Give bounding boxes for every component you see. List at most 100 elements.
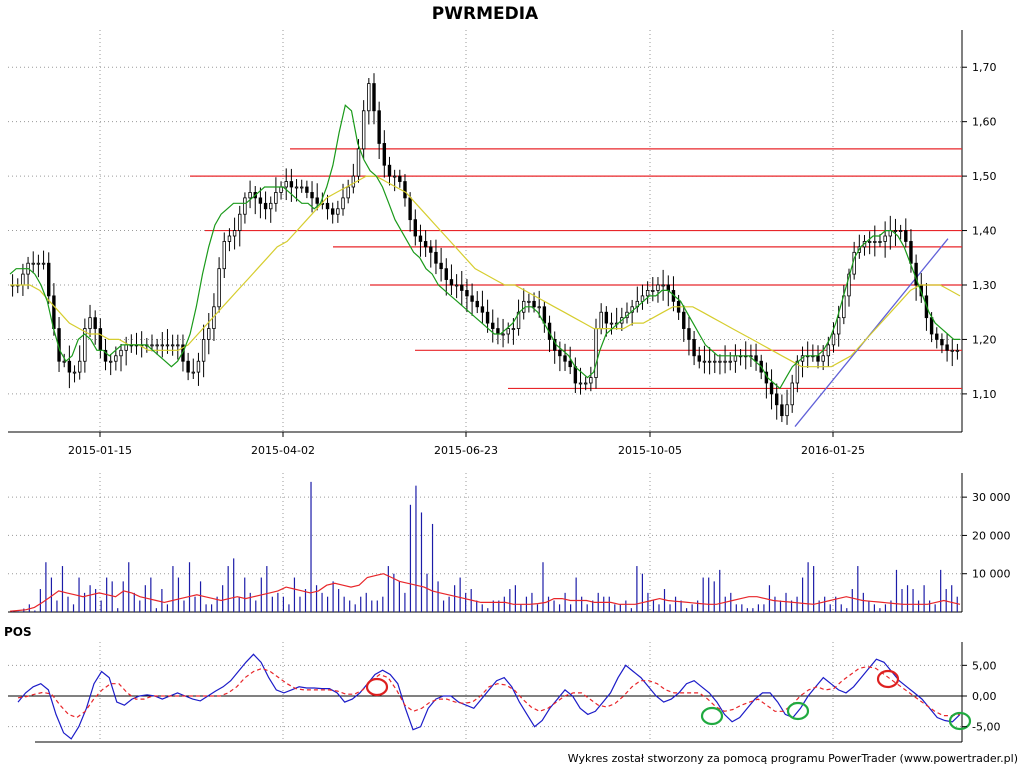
candle-body (238, 213, 242, 231)
candle-body (103, 349, 108, 362)
candle-body (480, 306, 485, 313)
candle-body (594, 328, 598, 378)
candle-body (454, 284, 459, 287)
candle-body (305, 186, 309, 193)
candle-body (873, 241, 877, 243)
candle-body (506, 328, 510, 335)
pos-lines (17, 653, 972, 740)
candle-body (176, 344, 180, 347)
candle-body (940, 339, 944, 346)
y-tick-label: 1,70 (972, 61, 997, 74)
candle-body (929, 317, 934, 335)
pos-panel-grid (8, 642, 963, 743)
candle-body (444, 268, 448, 280)
candle-body (150, 344, 154, 347)
candle-body (491, 322, 495, 329)
candle-body (248, 192, 252, 199)
x-tick-label: 2015-06-23 (434, 444, 498, 457)
candle-body (367, 83, 371, 112)
candle-body (883, 235, 887, 242)
candle-body (114, 355, 118, 362)
candle-body (661, 284, 665, 287)
footer-credit: Wykres został stworzony za pomocą progra… (568, 752, 1018, 765)
x-tick-label: 2015-10-05 (618, 444, 682, 457)
candle-body (790, 382, 794, 406)
sell-signal-marker (876, 669, 900, 689)
candle-body (682, 311, 686, 329)
candle-body (403, 181, 407, 199)
candle-body (284, 181, 288, 188)
candle-body (527, 300, 531, 303)
price-axis: 1,70 1,60 1,50 1,40 1,30 1,20 1,10 2015-01-15 20… (68, 61, 996, 457)
candle-body (589, 377, 593, 384)
candle-body (232, 230, 237, 237)
candle-body (429, 246, 433, 253)
candle-body (645, 290, 650, 297)
candle-body (361, 110, 366, 150)
candle-body (583, 382, 588, 385)
candle-body (893, 230, 898, 232)
candle-body (821, 355, 825, 362)
candle-body (294, 186, 299, 189)
candle-body (341, 197, 345, 210)
candle-body (733, 355, 738, 362)
candle-body (119, 349, 123, 357)
y-tick-label: 5,00 (972, 659, 997, 672)
candle-body (542, 306, 547, 324)
pos-axis: 5,00 0,00 -5,00 (962, 659, 1000, 734)
candle-body (217, 268, 221, 308)
candle-body (88, 317, 92, 329)
pos-panel-label: POS (4, 625, 32, 639)
candle-body (21, 273, 25, 286)
buy-signal-marker (700, 706, 724, 726)
moving-averages (9, 104, 961, 390)
candle-body (955, 349, 960, 352)
candle-body (769, 382, 774, 395)
candle-body (222, 241, 226, 270)
candle-body (47, 262, 51, 297)
candle-body (485, 311, 490, 324)
candle-body (258, 197, 263, 204)
sell-signal-marker (365, 677, 389, 697)
y-tick-label: 1,50 (972, 170, 997, 183)
pos-signal-line (17, 665, 961, 719)
candle-body (186, 360, 190, 373)
candle-body (449, 279, 454, 286)
candle-body (754, 355, 758, 362)
y-tick-label: 1,20 (972, 333, 997, 346)
candle-body (775, 393, 779, 406)
candle-body (191, 371, 195, 374)
candle-body (418, 235, 423, 242)
candle-body (666, 284, 670, 291)
buy-signal-marker (786, 701, 810, 721)
candle-body (263, 202, 268, 210)
candle-body (413, 219, 417, 237)
candle-body (423, 241, 428, 248)
candle-body (434, 251, 438, 264)
y-tick-label: 30 000 (972, 491, 1011, 504)
candle-body (723, 360, 727, 363)
x-tick-label: 2015-04-02 (251, 444, 315, 457)
candle-body (300, 186, 304, 189)
candle-body (847, 273, 851, 297)
candle-body (408, 197, 412, 221)
y-tick-label: 10 000 (972, 568, 1011, 581)
candle-body (78, 360, 82, 373)
candle-body (718, 360, 722, 363)
chart-title: PWRMEDIA (432, 4, 539, 24)
candle-body (98, 328, 103, 351)
candle-body (387, 164, 392, 177)
candle-body (170, 344, 175, 347)
candle-body (816, 355, 820, 362)
candle-body (511, 328, 516, 330)
candle-body (227, 235, 232, 242)
price-candles (10, 73, 960, 425)
candle-body (656, 284, 660, 291)
volume-axis: 30 000 20 000 10 000 (962, 491, 1011, 581)
candle-body (888, 230, 892, 237)
y-tick-label: 0,00 (972, 690, 997, 703)
candle-body (62, 360, 66, 363)
y-tick-label: 20 000 (972, 529, 1011, 542)
candle-body (207, 328, 211, 340)
